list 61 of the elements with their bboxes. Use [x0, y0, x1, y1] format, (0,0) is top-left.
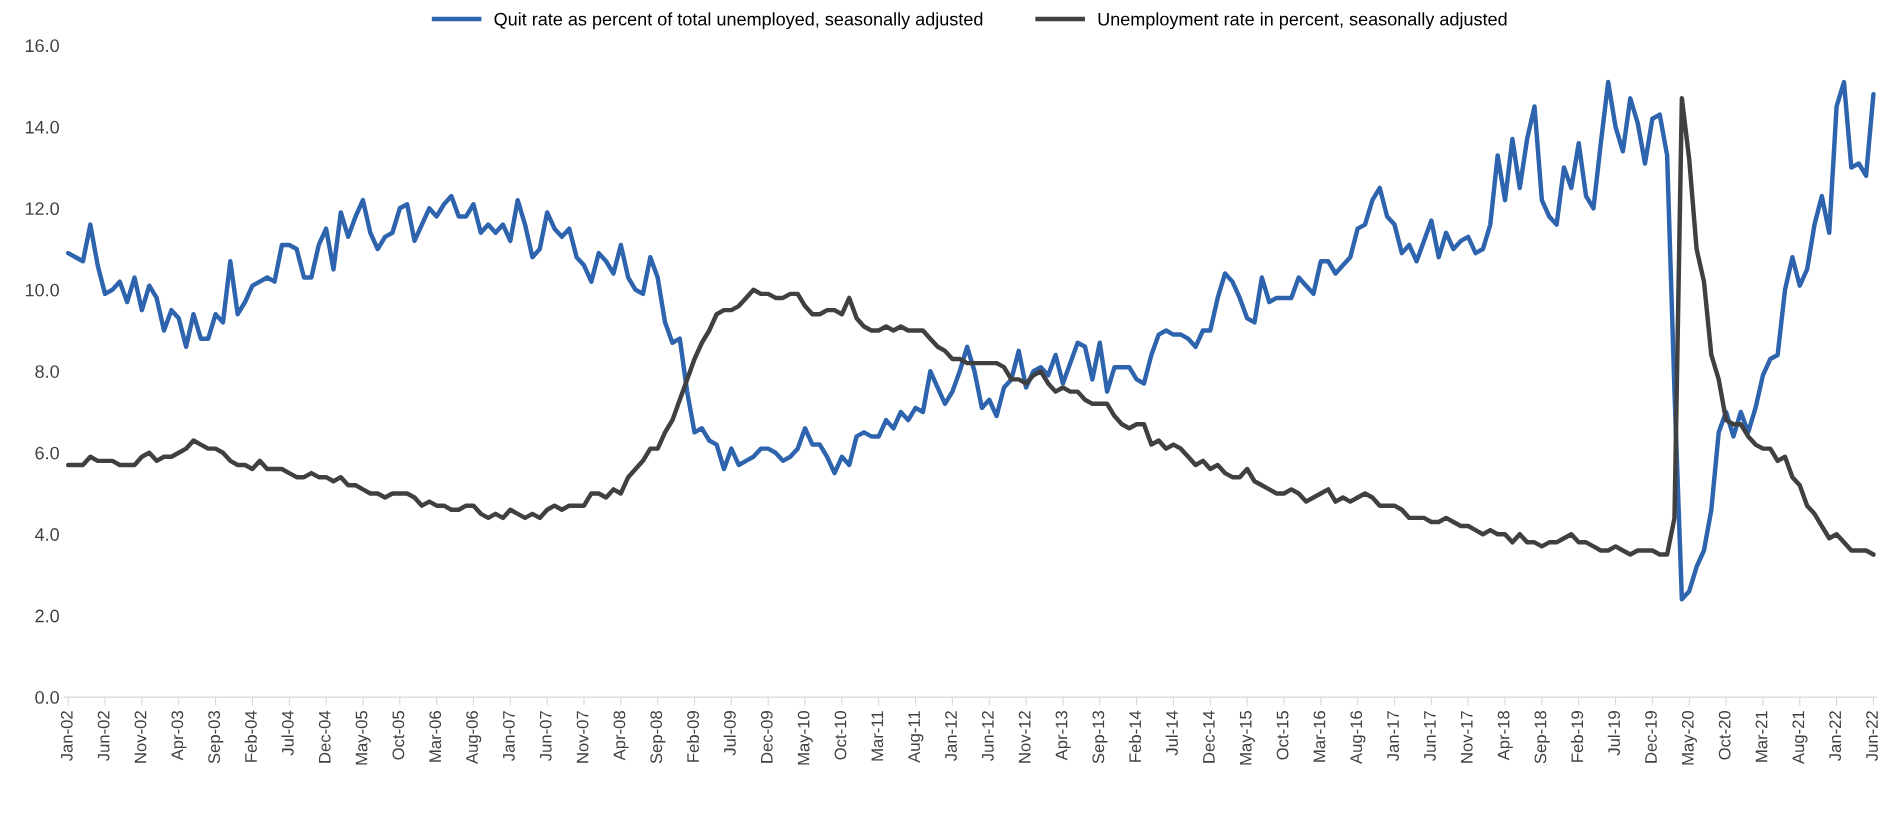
x-tick-label: Jun-17 [1424, 711, 1436, 762]
x-tick-label: Jul-04 [281, 710, 294, 756]
x-tick-label: Jun-02 [97, 711, 110, 762]
x-tick-label: Nov-02 [134, 711, 147, 763]
x-tick-label: Feb-14 [1128, 710, 1142, 762]
x-tick-label: Feb-19 [1570, 711, 1584, 762]
x-tick-label: Oct-20 [1718, 710, 1731, 760]
x-tick-label: Oct-10 [834, 710, 847, 760]
y-tick-label: 12.0 [25, 202, 59, 216]
x-tick-label: Mar-11 [871, 711, 884, 761]
legend-label: Quit rate as percent of total unemployed, seasonally adjusted [494, 12, 983, 30]
x-tick-label: May-15 [1239, 711, 1255, 765]
y-tick-label: 10.0 [25, 283, 59, 297]
x-tick-label: Jul-14 [1165, 710, 1178, 756]
x-tick-label: Aug-06 [466, 711, 482, 765]
y-tick-label: 4.0 [34, 528, 59, 541]
y-tick-label: 6.0 [35, 446, 59, 460]
x-tick-label: Jan-07 [502, 711, 515, 762]
x-tick-label: Apr-03 [171, 711, 187, 761]
x-tick-label: Apr-13 [1055, 711, 1071, 761]
x-tick-label: Mar-16 [1313, 711, 1326, 762]
legend-label: Unemployment rate in percent, seasonally adjusted [1098, 12, 1507, 30]
x-tick-label: Aug-16 [1350, 711, 1366, 765]
x-tick-label: Sep-18 [1534, 711, 1550, 764]
x-tick-label: Oct-15 [1276, 711, 1289, 760]
x-tick-label: Jun-22 [1866, 711, 1878, 762]
x-tick-label: Feb-09 [686, 711, 699, 762]
y-tick-label: 8.0 [35, 365, 59, 378]
x-tick-label: Apr-08 [613, 711, 629, 761]
x-tick-label: Dec-19 [1645, 711, 1657, 763]
x-tick-label: Dec-04 [318, 710, 331, 763]
x-tick-label: Sep-03 [208, 711, 224, 764]
y-tick-label: 2.0 [35, 609, 59, 623]
y-tick-label: 14.0 [25, 120, 59, 134]
x-tick-label: May-20 [1681, 710, 1697, 765]
x-tick-label: Jan-12 [945, 711, 957, 762]
x-tick-label: Nov-07 [576, 711, 589, 763]
x-tick-label: Aug-21 [1792, 711, 1808, 765]
x-tick-label: Nov-17 [1461, 711, 1473, 763]
x-tick-label: Dec-14 [1203, 710, 1215, 763]
x-tick-label: Feb-04 [244, 710, 257, 762]
x-tick-label: Mar-21 [1755, 711, 1768, 762]
x-tick-label: Apr-18 [1497, 711, 1513, 761]
y-tick-label: 0.0 [35, 691, 59, 704]
x-tick-label: Sep-08 [650, 711, 666, 764]
x-tick-label: May-10 [797, 710, 813, 765]
x-tick-label: Oct-05 [392, 711, 405, 760]
x-tick-label: Dec-09 [760, 711, 773, 763]
x-tick-label: Sep-13 [1092, 711, 1108, 764]
x-tick-label: Jul-09 [723, 711, 736, 756]
x-tick-label: May-05 [355, 711, 371, 765]
x-tick-label: Jun-07 [539, 711, 552, 762]
x-tick-label: Mar-06 [429, 711, 442, 762]
y-tick-label: 16.0 [25, 39, 59, 53]
x-tick-label: Jun-12 [981, 711, 994, 762]
x-tick-label: Jul-19 [1607, 711, 1621, 756]
x-tick-label: Aug-11 [908, 711, 924, 763]
x-tick-label: Jan-02 [60, 711, 73, 762]
x-tick-label: Jan-22 [1829, 711, 1842, 762]
x-tick-label: Nov-12 [1018, 711, 1031, 763]
x-tick-label: Jan-17 [1387, 711, 1399, 762]
